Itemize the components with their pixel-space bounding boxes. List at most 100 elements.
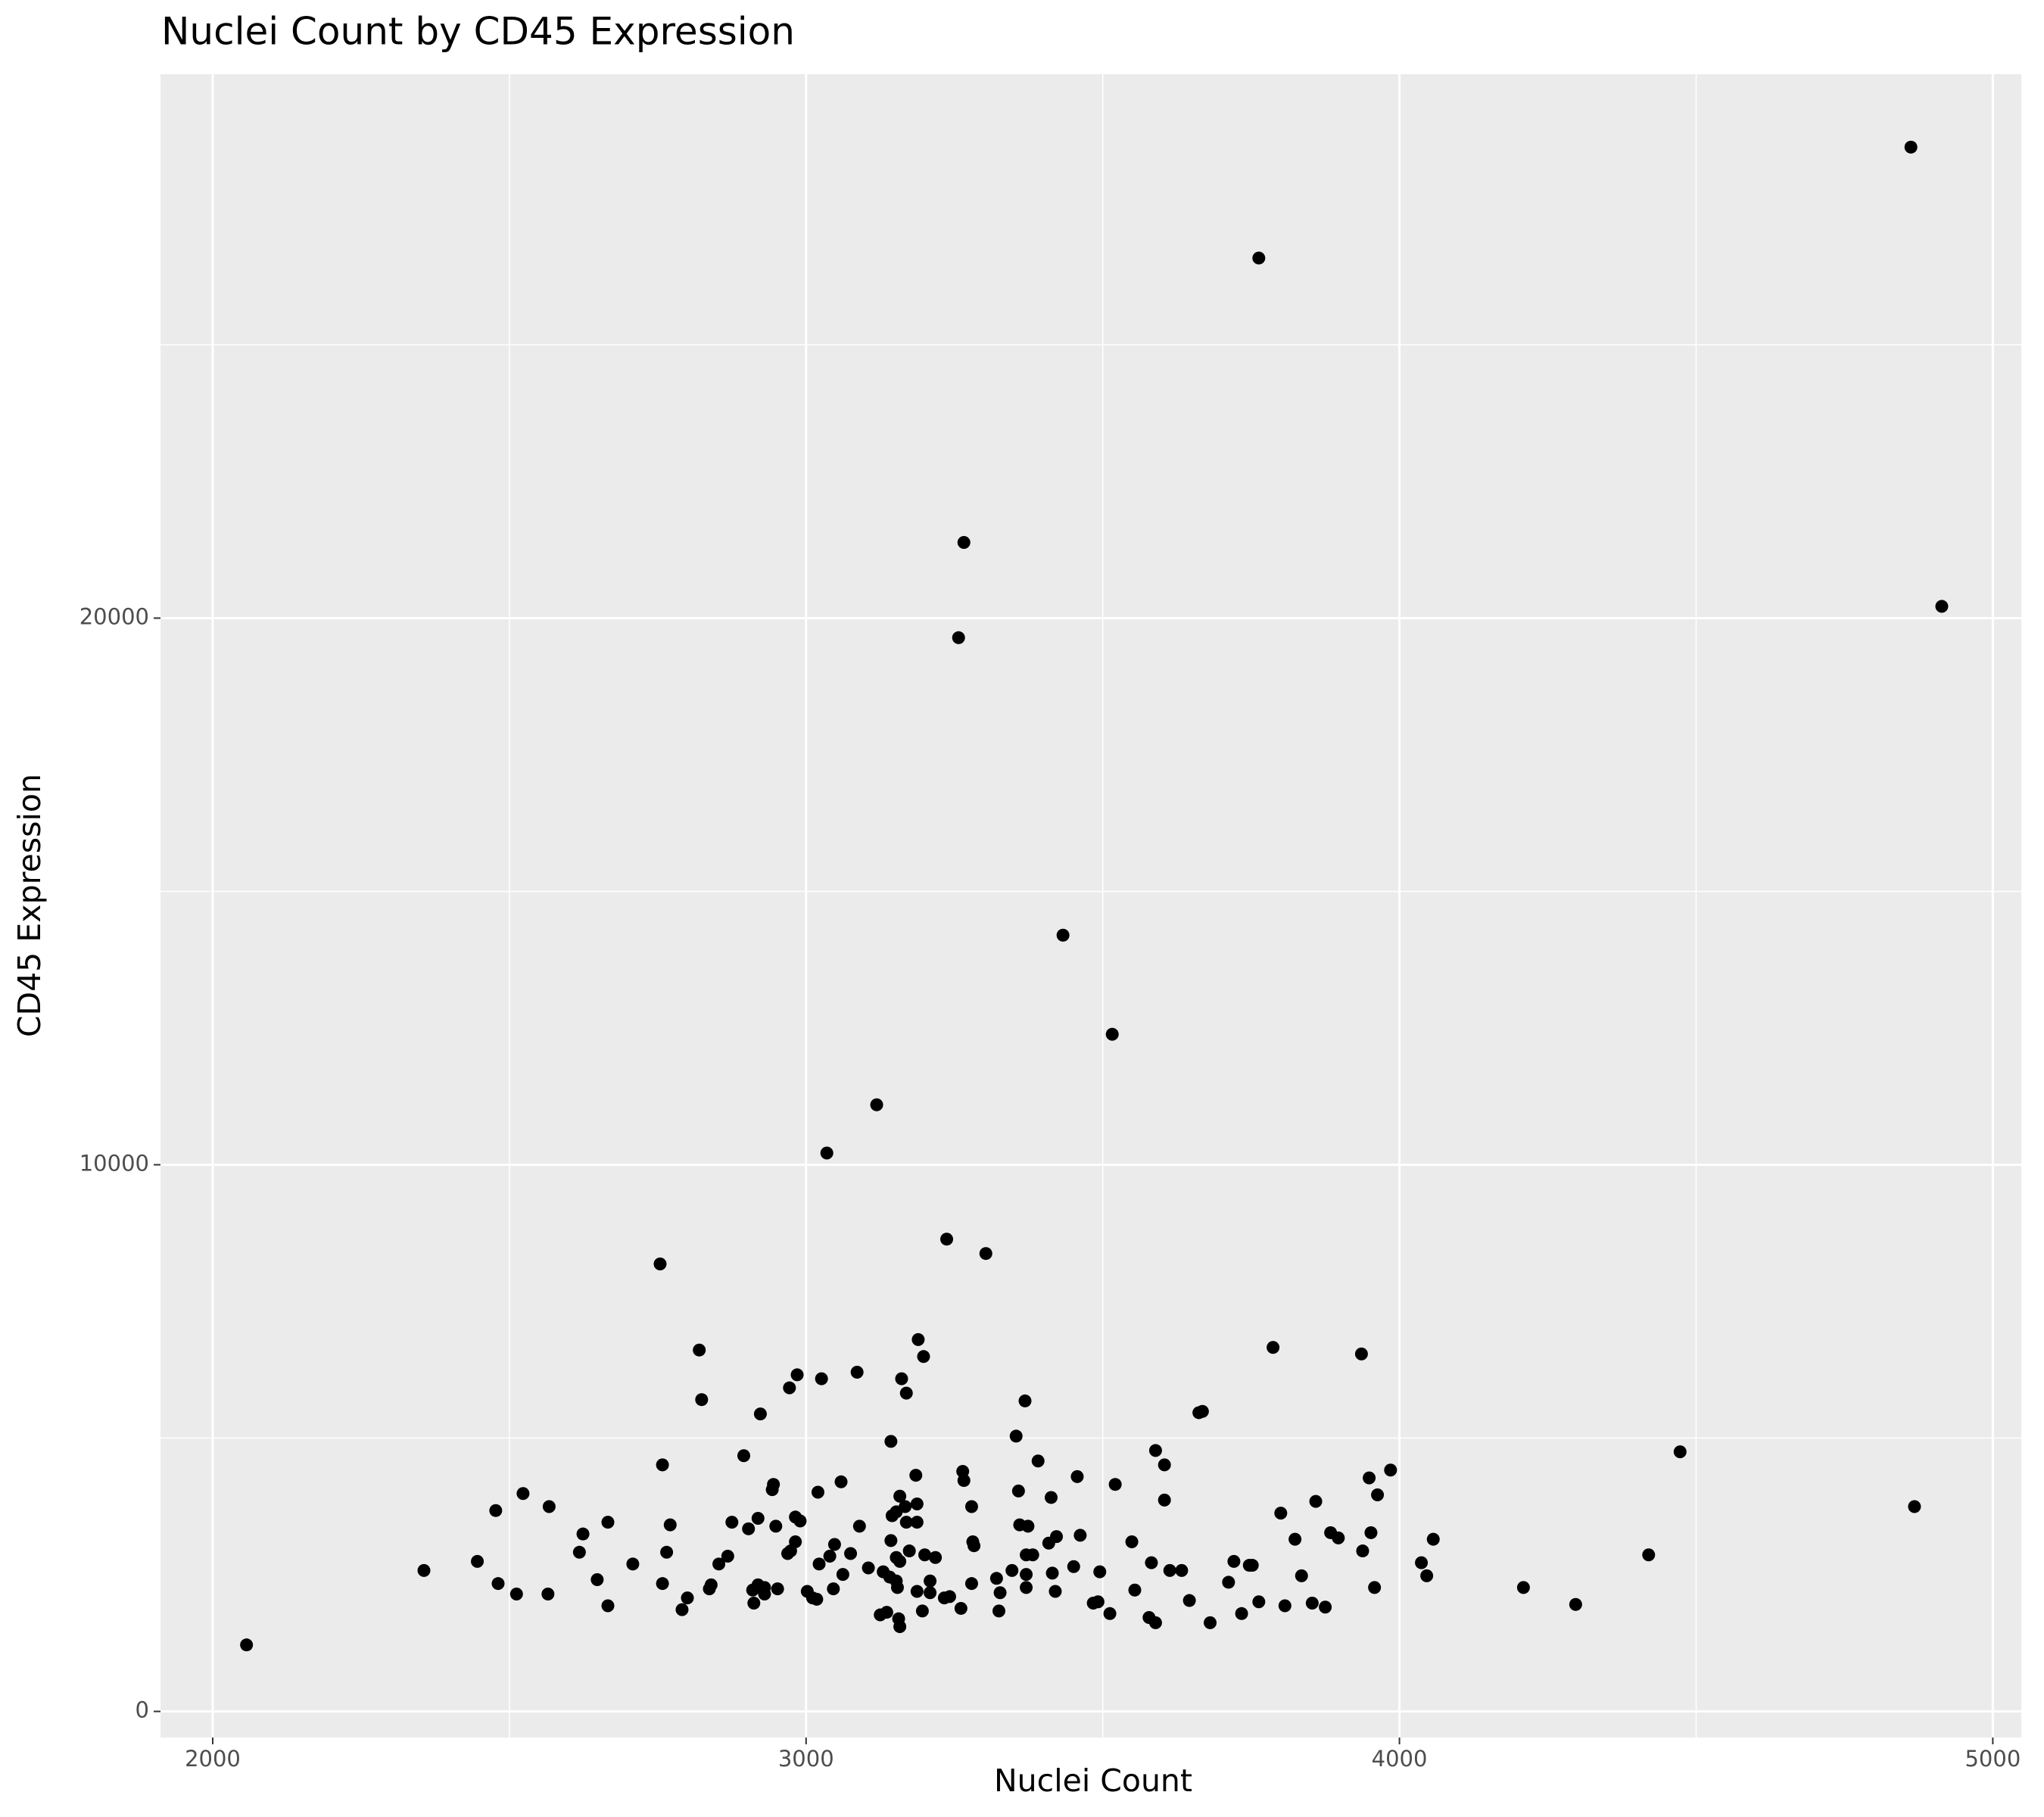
point bbox=[940, 1233, 954, 1246]
point bbox=[1145, 1556, 1158, 1569]
point bbox=[1904, 140, 1918, 154]
point bbox=[509, 1587, 523, 1600]
point bbox=[681, 1591, 694, 1605]
point bbox=[979, 1247, 992, 1261]
point bbox=[541, 1587, 555, 1600]
y-tick-label: 0 bbox=[136, 1697, 149, 1723]
y-tick-label: 20000 bbox=[79, 603, 149, 629]
point bbox=[1108, 1478, 1122, 1491]
point bbox=[964, 1577, 978, 1591]
point bbox=[784, 1544, 797, 1558]
point bbox=[1673, 1445, 1687, 1459]
point bbox=[834, 1475, 848, 1488]
point bbox=[572, 1545, 586, 1559]
point bbox=[909, 1469, 923, 1482]
point bbox=[1384, 1463, 1397, 1477]
point bbox=[1274, 1507, 1288, 1520]
point bbox=[1420, 1569, 1434, 1582]
point bbox=[899, 1386, 913, 1400]
point bbox=[1295, 1569, 1308, 1582]
point bbox=[957, 1474, 971, 1488]
point bbox=[895, 1372, 908, 1385]
point bbox=[1182, 1594, 1196, 1607]
point bbox=[758, 1587, 771, 1600]
point bbox=[1175, 1563, 1189, 1577]
point bbox=[1031, 1454, 1045, 1468]
point bbox=[1332, 1531, 1345, 1544]
point bbox=[954, 1601, 967, 1615]
point bbox=[1227, 1554, 1241, 1568]
point bbox=[491, 1577, 505, 1591]
point bbox=[703, 1582, 716, 1596]
point bbox=[660, 1545, 674, 1559]
point bbox=[836, 1568, 849, 1582]
point bbox=[417, 1563, 431, 1577]
point bbox=[957, 536, 971, 550]
point bbox=[884, 1435, 898, 1448]
point bbox=[952, 631, 965, 644]
point bbox=[1426, 1532, 1440, 1546]
point bbox=[910, 1585, 924, 1598]
point bbox=[1048, 1585, 1062, 1598]
point bbox=[747, 1597, 761, 1610]
point bbox=[820, 1146, 833, 1160]
point bbox=[1363, 1471, 1376, 1485]
point bbox=[742, 1522, 756, 1535]
point bbox=[893, 1489, 907, 1503]
point bbox=[1067, 1560, 1080, 1573]
point bbox=[1045, 1566, 1059, 1580]
point bbox=[885, 1509, 899, 1522]
point bbox=[1242, 1559, 1256, 1572]
point bbox=[1158, 1458, 1171, 1472]
point bbox=[1163, 1563, 1176, 1577]
point bbox=[725, 1516, 739, 1529]
point bbox=[910, 1498, 924, 1511]
point bbox=[693, 1343, 706, 1357]
point bbox=[1908, 1500, 1921, 1513]
point bbox=[721, 1549, 734, 1563]
point bbox=[751, 1512, 765, 1526]
point bbox=[993, 1586, 1007, 1600]
point bbox=[1093, 1565, 1107, 1579]
point bbox=[1415, 1556, 1429, 1569]
point bbox=[827, 1538, 841, 1551]
point bbox=[1195, 1404, 1209, 1418]
point bbox=[844, 1547, 858, 1560]
point bbox=[1288, 1532, 1302, 1546]
point bbox=[471, 1554, 485, 1568]
point bbox=[656, 1458, 669, 1472]
point bbox=[790, 1368, 804, 1382]
point bbox=[746, 1583, 759, 1597]
point bbox=[943, 1590, 956, 1604]
x-tick-label: 4000 bbox=[1372, 1746, 1428, 1772]
point bbox=[815, 1372, 828, 1385]
point bbox=[576, 1527, 590, 1541]
point bbox=[1011, 1484, 1025, 1498]
point bbox=[1021, 1519, 1035, 1533]
point bbox=[656, 1577, 669, 1591]
point bbox=[929, 1551, 943, 1564]
point bbox=[1005, 1563, 1019, 1577]
point bbox=[1309, 1494, 1323, 1508]
point bbox=[1073, 1529, 1087, 1542]
point bbox=[924, 1586, 937, 1600]
point bbox=[918, 1548, 932, 1562]
point bbox=[1020, 1568, 1033, 1582]
point bbox=[924, 1574, 937, 1588]
x-axis-label: Nuclei Count bbox=[994, 1762, 1192, 1799]
point bbox=[862, 1561, 875, 1575]
point bbox=[850, 1366, 864, 1379]
point bbox=[915, 1604, 929, 1618]
point bbox=[675, 1603, 689, 1616]
point bbox=[870, 1098, 883, 1111]
y-tick-label: 10000 bbox=[79, 1151, 149, 1177]
point bbox=[516, 1487, 530, 1501]
point bbox=[765, 1483, 779, 1497]
point bbox=[1516, 1581, 1530, 1594]
plot-panel bbox=[160, 74, 2021, 1738]
point bbox=[489, 1504, 503, 1517]
point bbox=[884, 1534, 898, 1547]
point bbox=[1252, 1595, 1266, 1609]
